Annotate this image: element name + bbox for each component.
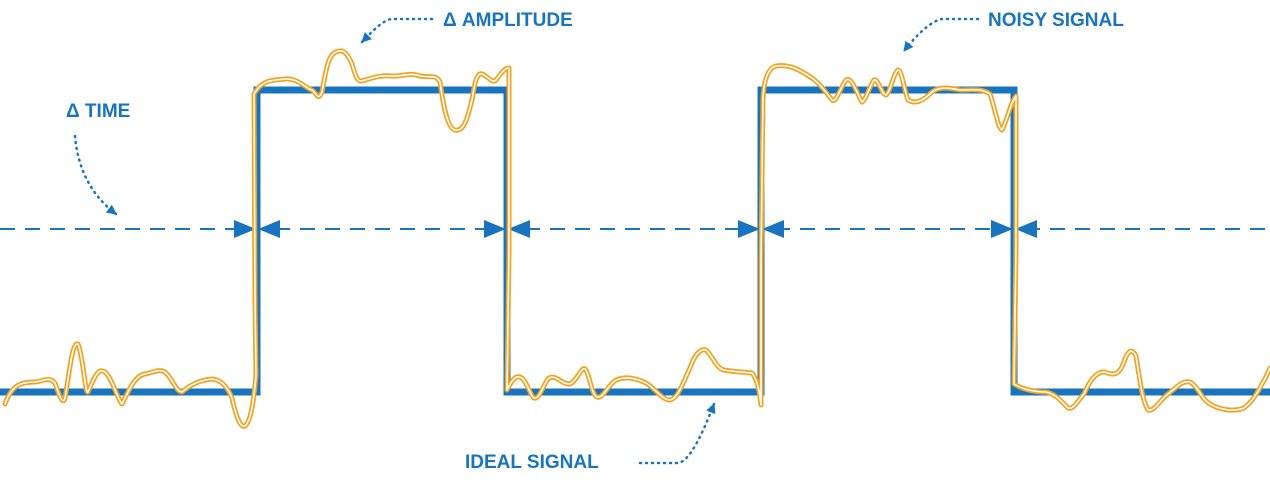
ideal-signal-wave [0,86,1270,396]
noisy-leader [902,17,980,53]
time-arrows [234,220,1037,238]
amplitude-leader [360,17,434,44]
edge-arrow-4-right [1015,220,1037,238]
ideal-signal-label: IDEAL SIGNAL [465,452,599,473]
noisy-trace-inner [4,50,1270,427]
edge-arrow-1-right [258,220,280,238]
edge-arrow-3-right [762,220,784,238]
time-leader [73,134,118,216]
noisy-signal-wave [2,48,1270,429]
edge-arrow-4-left [991,220,1013,238]
edge-arrow-2-right [508,220,530,238]
edge-arrow-2-left [484,220,506,238]
edge-arrow-3-left [738,220,760,238]
noisy-trace-outer [2,48,1270,429]
noisy-signal-label: NOISY SIGNAL [988,10,1124,31]
edge-arrow-1-left [234,220,256,238]
time-label: Δ TIME [66,101,130,122]
ideal-leader [638,402,716,465]
callout-leaders [73,17,980,465]
amplitude-label: Δ AMPLITUDE [443,10,573,31]
